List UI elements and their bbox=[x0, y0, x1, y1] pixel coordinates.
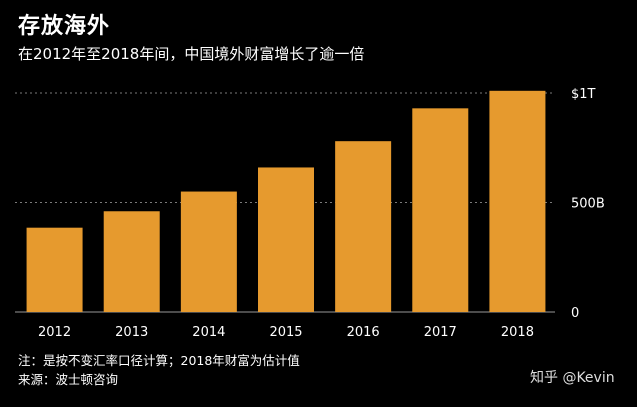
y-tick-label-2: $1T bbox=[571, 87, 596, 102]
bar-2012 bbox=[26, 227, 83, 312]
source-note: 来源：波士顿咨询 bbox=[18, 372, 119, 387]
y-tick-label-0: 0 bbox=[571, 306, 579, 321]
watermark: 知乎 @Kevin bbox=[530, 370, 615, 386]
bar-2018 bbox=[489, 90, 546, 312]
x-tick-label-2012: 2012 bbox=[38, 325, 71, 340]
y-tick-label-1: 500B bbox=[571, 197, 605, 212]
bar-2017 bbox=[412, 108, 469, 312]
x-tick-label-2014: 2014 bbox=[192, 325, 225, 340]
bar-layer bbox=[26, 90, 546, 312]
x-axis-labels: 2012 2013 2014 2015 2016 2017 2018 bbox=[38, 325, 534, 340]
x-tick-label-2018: 2018 bbox=[501, 325, 534, 340]
x-tick-label-2015: 2015 bbox=[269, 325, 302, 340]
bar-2013 bbox=[103, 211, 160, 312]
chart-title: 存放海外 bbox=[18, 14, 111, 39]
x-tick-label-2017: 2017 bbox=[424, 325, 457, 340]
bar-2014 bbox=[180, 191, 237, 312]
bar-2015 bbox=[258, 167, 314, 312]
x-tick-label-2016: 2016 bbox=[347, 325, 380, 340]
footnote: 注：是按不变汇率口径计算；2018年财富为估计值 bbox=[18, 353, 300, 368]
chart-subtitle: 在2012年至2018年间，中国境外财富增长了逾一倍 bbox=[18, 45, 365, 63]
x-tick-label-2013: 2013 bbox=[115, 325, 148, 340]
y-axis-labels: 0 500B $1T bbox=[571, 87, 605, 321]
bar-2016 bbox=[335, 141, 392, 312]
